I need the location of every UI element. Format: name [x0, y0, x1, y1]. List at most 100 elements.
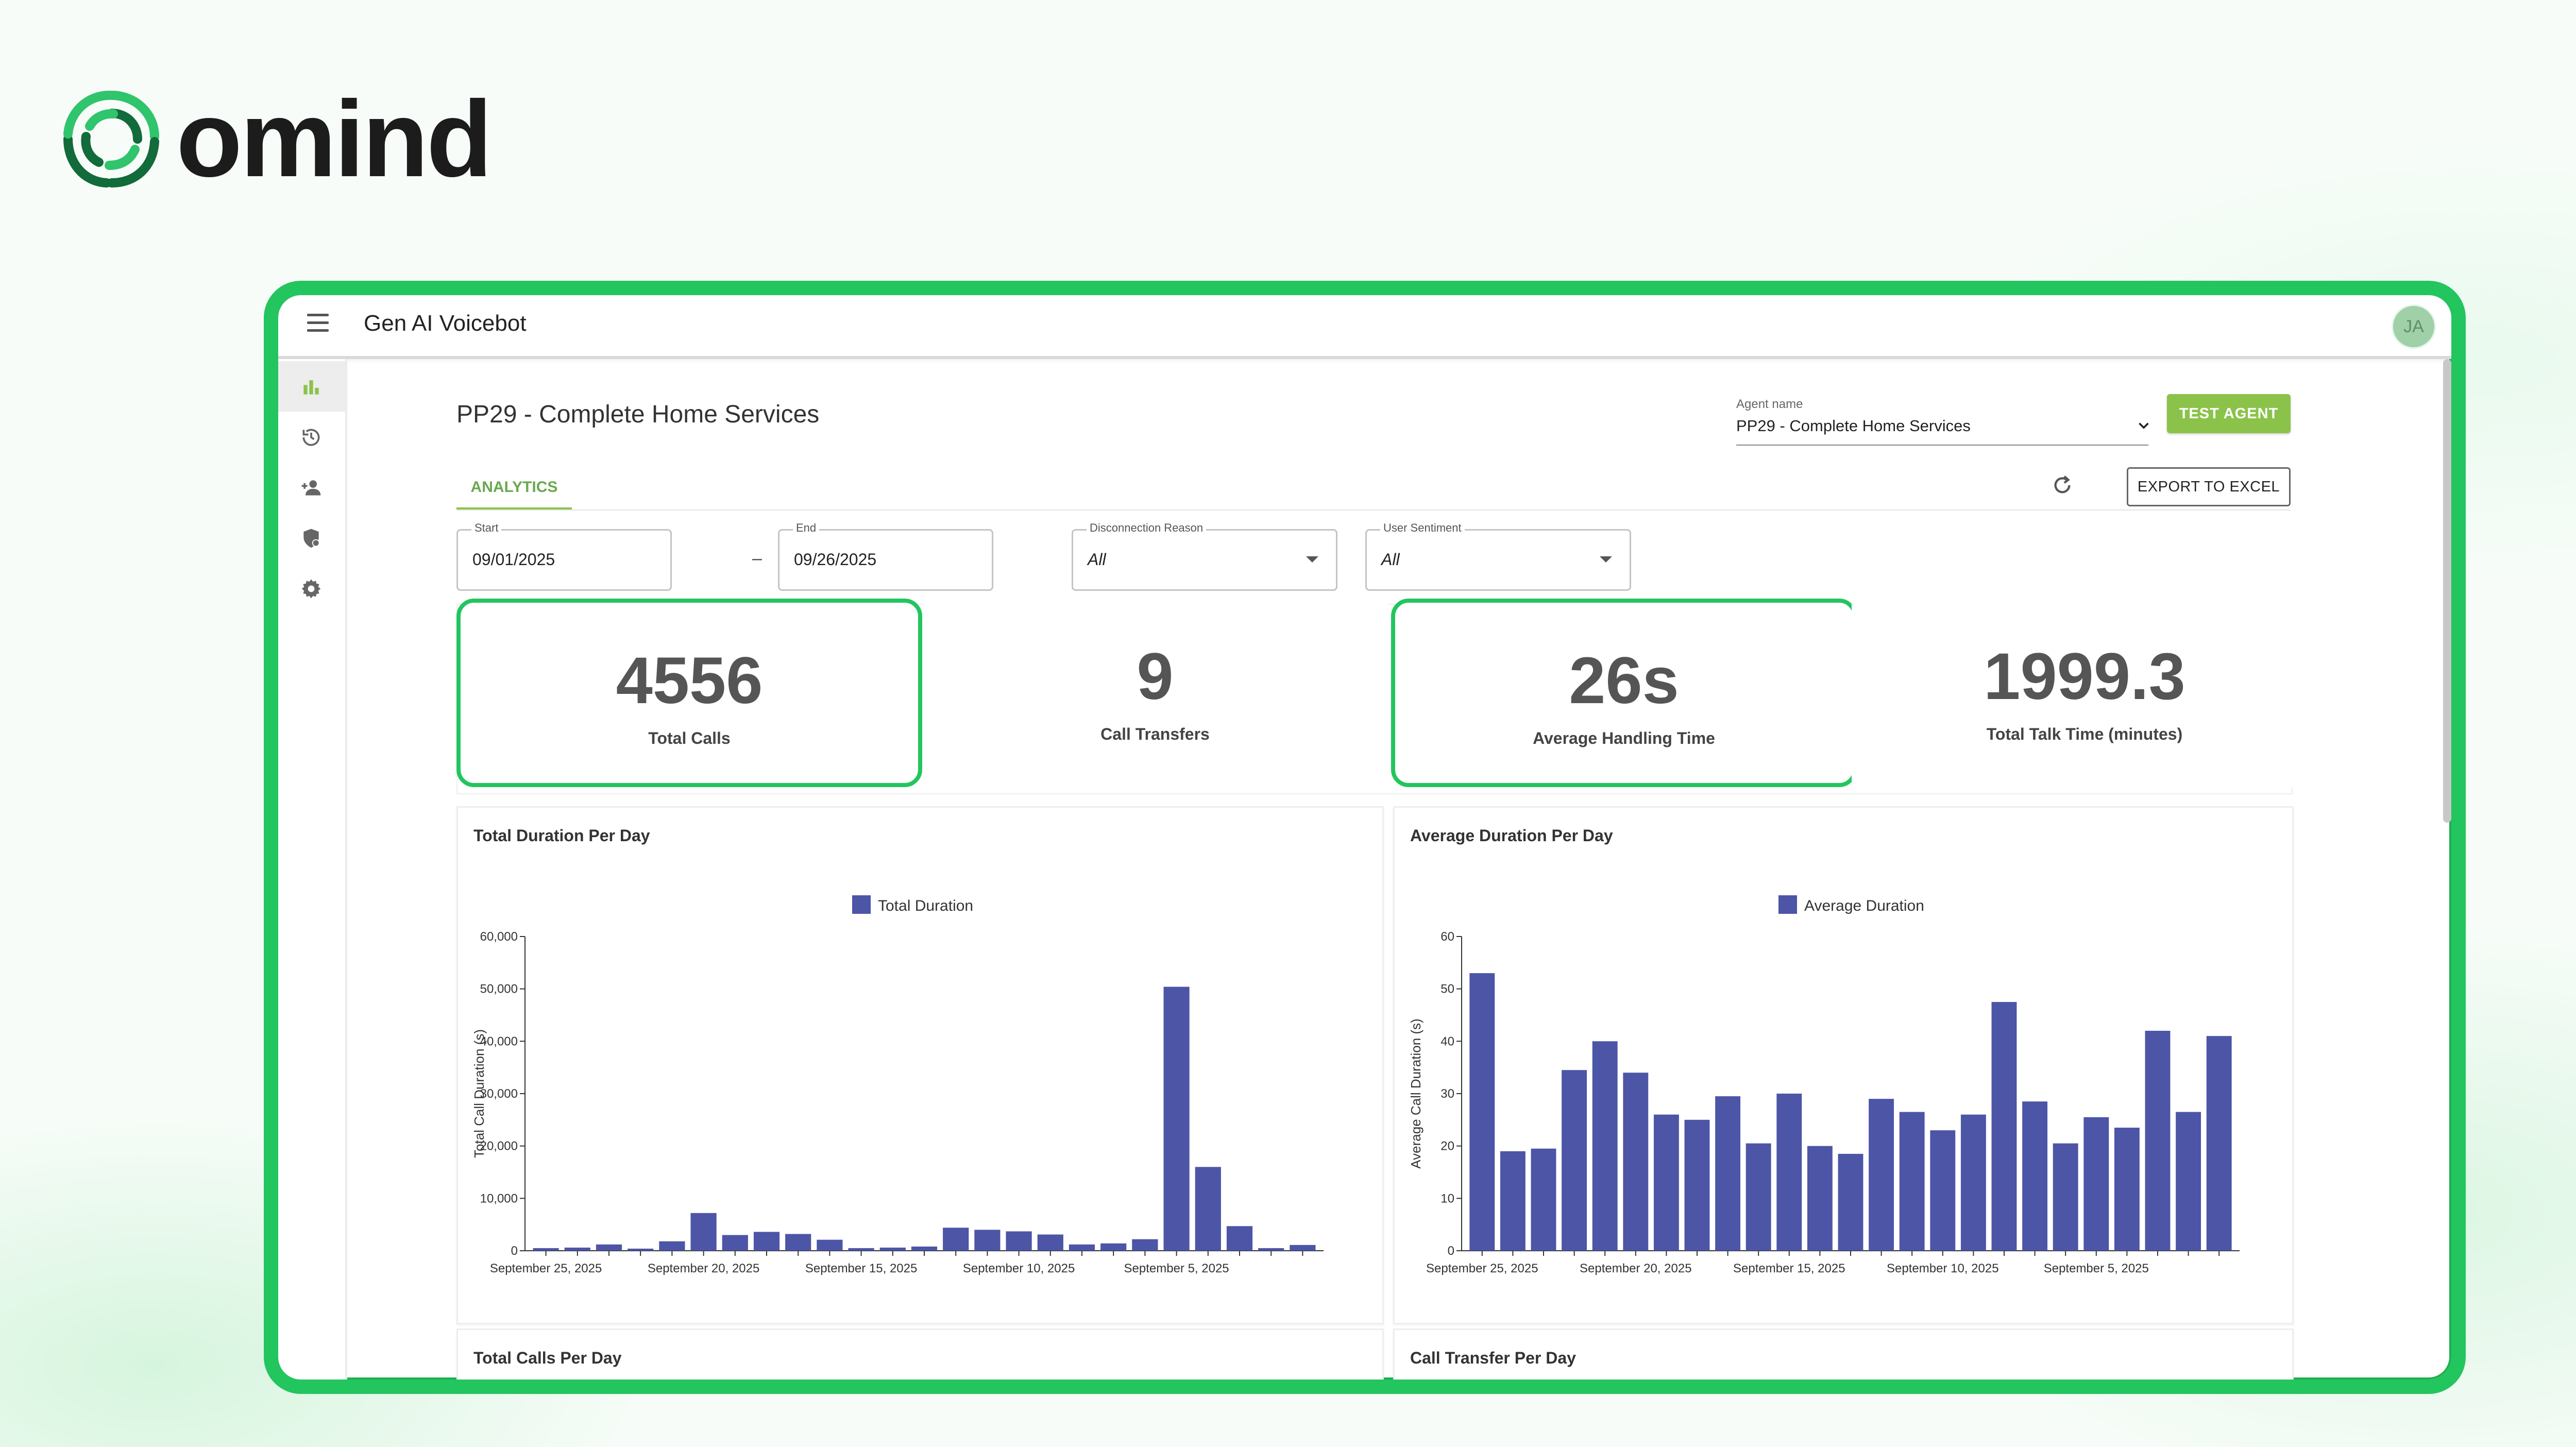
sidebar-item-users[interactable]	[278, 462, 345, 513]
omind-logo-icon	[63, 91, 159, 188]
end-date-label: End	[793, 521, 820, 535]
app-title: Gen AI Voicebot	[364, 311, 527, 336]
chevron-down-icon[interactable]	[2135, 417, 2153, 434]
kpi-value: 26s	[1569, 644, 1679, 718]
add-user-icon	[301, 480, 321, 496]
bar	[753, 1232, 780, 1251]
export-to-excel-button[interactable]: EXPORT TO EXCEL	[2127, 467, 2291, 506]
x-tick-label: September 15, 2025	[805, 1262, 918, 1275]
bar	[2176, 1112, 2201, 1251]
bar	[1258, 1248, 1284, 1251]
bar	[1500, 1151, 1526, 1251]
kpi-total-talk-time: 1999.3 Total Talk Time (minutes)	[1852, 599, 2317, 787]
y-axis-label: Total Call Duration (s)	[471, 1029, 487, 1158]
bar	[879, 1247, 906, 1251]
tab-analytics[interactable]: ANALYTICS	[456, 467, 572, 510]
kpi-average-handling-time: 26s Average Handling Time	[1391, 599, 1857, 787]
avatar[interactable]: JA	[2392, 304, 2436, 349]
bar	[564, 1247, 590, 1251]
hamburger-menu-icon[interactable]	[307, 314, 329, 332]
start-date-label: Start	[471, 521, 502, 535]
history-icon	[302, 429, 320, 446]
bar	[1006, 1231, 1032, 1251]
bar	[974, 1230, 1001, 1251]
kpi-label: Average Handling Time	[1533, 729, 1715, 747]
total-calls-per-day-card: Total Calls Per Day	[456, 1329, 1384, 1380]
bar	[1531, 1148, 1556, 1251]
call-transfer-per-day-card: Call Transfer Per Day	[1393, 1329, 2294, 1380]
bar	[1684, 1119, 1710, 1251]
app-window: Gen AI Voicebot JA PP29 - Complete Home …	[264, 281, 2466, 1394]
chart-title: Total Duration Per Day	[473, 826, 650, 845]
gear-icon	[301, 579, 321, 599]
chart-title: Average Duration Per Day	[1410, 826, 1613, 845]
end-date-field[interactable]: End 09/26/2025	[778, 521, 993, 591]
bar	[1132, 1239, 1158, 1251]
bar	[1991, 1002, 2017, 1251]
disconnection-reason-value: All	[1088, 550, 1106, 569]
bar	[785, 1234, 811, 1251]
bar	[1930, 1130, 1956, 1251]
end-date-input[interactable]: 09/26/2025	[794, 550, 877, 569]
bar	[1869, 1099, 1894, 1251]
total-duration-chart-card: Total Duration Per Day Total Duration 0 10…	[456, 806, 1384, 1324]
legend-label: Average Duration	[1804, 897, 1924, 914]
sidebar-item-analytics[interactable]	[278, 361, 345, 412]
main-content: PP29 - Complete Home Services Agent name…	[347, 359, 2451, 1380]
kpi-value: 1999.3	[1984, 640, 2185, 713]
bar	[2206, 1036, 2232, 1251]
start-date-input[interactable]: 09/01/2025	[472, 550, 555, 569]
bar	[1838, 1153, 1863, 1251]
bar	[1469, 973, 1495, 1251]
sidebar-item-history[interactable]	[278, 412, 345, 462]
date-range-separator: –	[752, 549, 762, 568]
bar	[848, 1248, 874, 1251]
chart-title: Total Calls Per Day	[473, 1349, 622, 1367]
bar	[1069, 1244, 1095, 1251]
x-tick-label: September 20, 2025	[1580, 1262, 1692, 1275]
bar	[722, 1235, 748, 1251]
x-tick-label: September 5, 2025	[2044, 1262, 2149, 1275]
y-tick-label: 10,000	[480, 1191, 518, 1205]
bar	[1960, 1114, 1986, 1251]
disconnection-reason-label: Disconnection Reason	[1087, 521, 1207, 535]
bar	[1037, 1234, 1063, 1251]
average-duration-chart: Average Duration 0 10 20 30 40 50 60 Average Cal…	[1408, 895, 2240, 1275]
y-tick-label: 40,000	[480, 1034, 518, 1048]
bar	[596, 1244, 622, 1251]
bar-chart-icon	[303, 380, 319, 395]
test-agent-button[interactable]: TEST AGENT	[2167, 394, 2291, 433]
y-tick-label: 30,000	[480, 1087, 518, 1101]
top-bar: Gen AI Voicebot JA	[278, 295, 2451, 359]
bar	[659, 1241, 685, 1251]
sidebar-item-security[interactable]	[278, 513, 345, 563]
kpi-label: Total Calls	[648, 729, 731, 747]
bar	[1623, 1073, 1649, 1251]
y-tick-label: 50	[1440, 982, 1454, 996]
bar	[1653, 1114, 1679, 1251]
omind-logo: omind	[58, 85, 493, 193]
bar	[690, 1213, 717, 1251]
page-title: PP29 - Complete Home Services	[456, 401, 820, 428]
average-duration-chart-card: Average Duration Per Day Average Duratio…	[1393, 806, 2294, 1324]
user-sentiment-select[interactable]: User Sentiment All	[1365, 521, 1631, 591]
bar	[1163, 986, 1190, 1251]
scrollbar[interactable]	[2443, 359, 2451, 823]
disconnection-reason-select[interactable]: Disconnection Reason All	[1072, 521, 1337, 591]
bar	[1562, 1070, 1587, 1251]
sidebar	[278, 359, 347, 1380]
bar	[1899, 1112, 1925, 1251]
brand-name: omind	[176, 78, 493, 199]
refresh-icon[interactable]	[2050, 473, 2074, 497]
sidebar-item-settings[interactable]	[278, 563, 345, 614]
kpi-label: Call Transfers	[1100, 725, 1210, 743]
start-date-field[interactable]: Start 09/01/2025	[456, 521, 672, 591]
y-tick-label: 40	[1440, 1034, 1454, 1048]
x-tick-label: September 10, 2025	[1887, 1262, 1999, 1275]
bar	[2114, 1128, 2140, 1251]
y-tick-label: 0	[1448, 1244, 1454, 1258]
bar	[817, 1239, 843, 1251]
bar	[1226, 1226, 1253, 1251]
agent-select[interactable]: PP29 - Complete Home Services	[1736, 417, 1971, 435]
y-tick-label: 30	[1440, 1087, 1454, 1101]
